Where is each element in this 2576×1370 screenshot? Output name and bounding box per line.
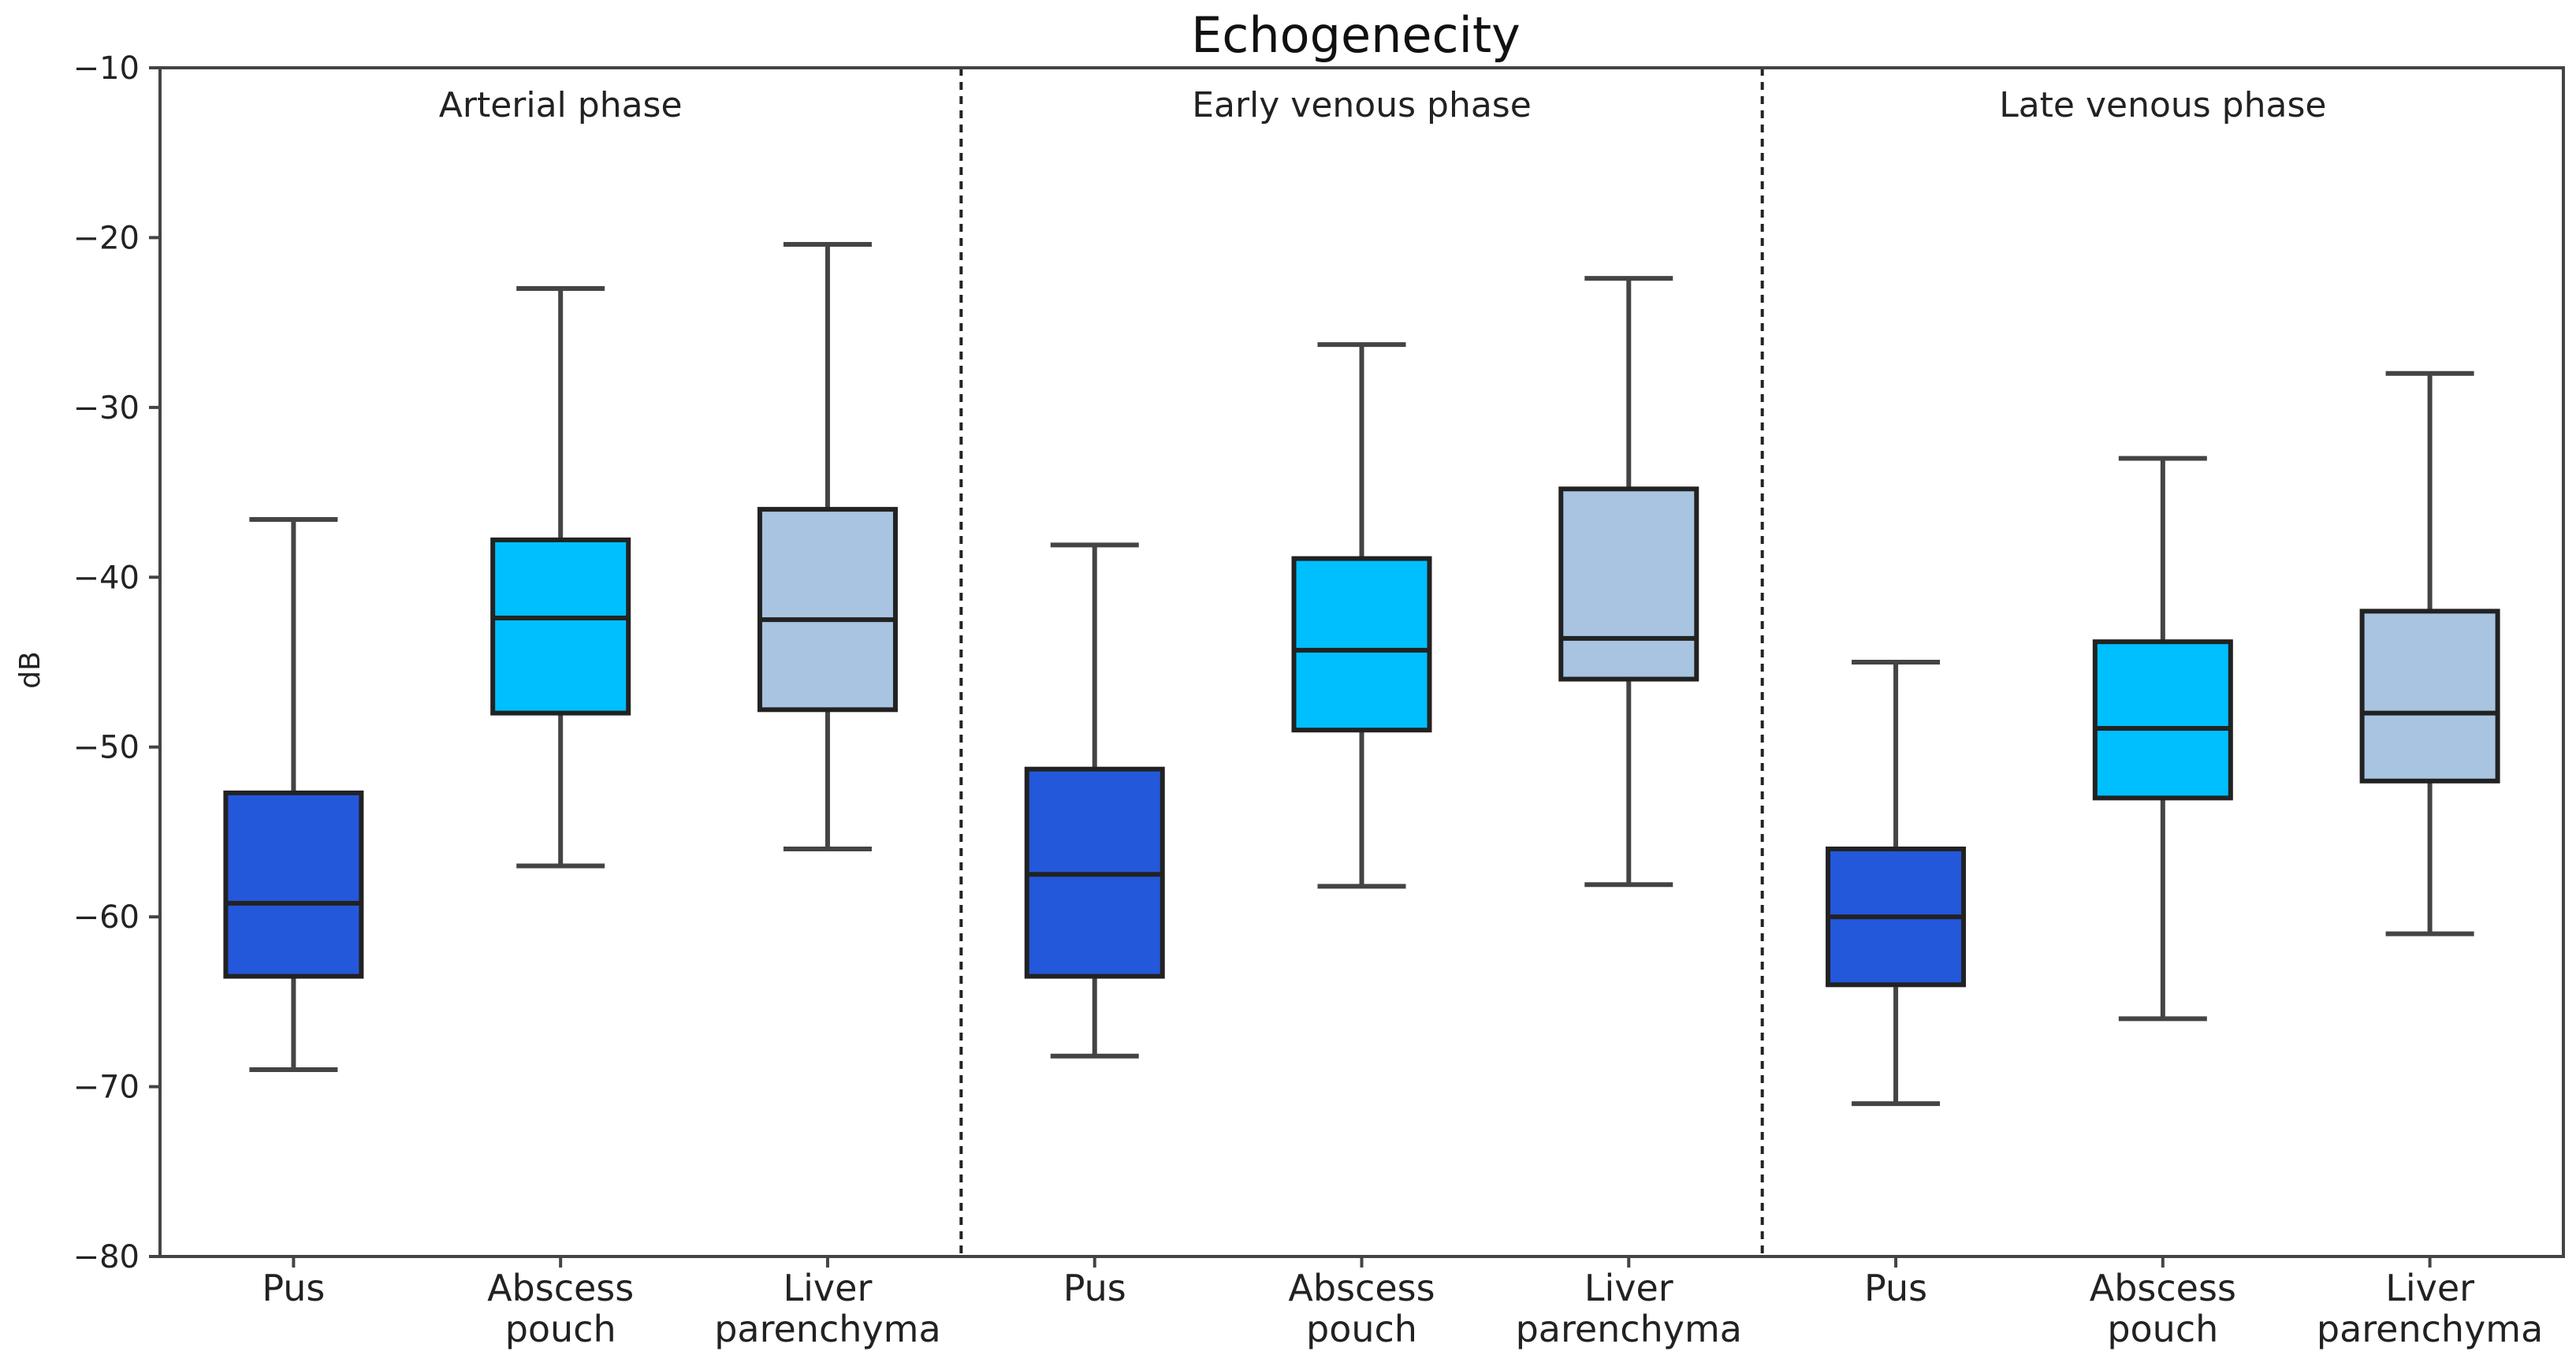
x-tick-label-line: Liver xyxy=(784,1267,873,1309)
iqr-box xyxy=(2359,609,2500,784)
x-tick-label: Liver parenchyma xyxy=(714,1267,940,1350)
x-tick-label-line: Pus xyxy=(1063,1267,1126,1309)
iqr-box xyxy=(1291,556,1432,733)
x-tick-label-line: Liver xyxy=(2385,1267,2474,1309)
x-tick-label: Pus xyxy=(1063,1267,1126,1309)
box-plot-liver-parenchyma xyxy=(2359,370,2500,936)
box-plot-pus xyxy=(1826,660,1967,1107)
x-tick-label-line: Liver xyxy=(1584,1267,1673,1309)
y-tick-label: −30 xyxy=(73,390,140,426)
x-tick-label-line: pouch xyxy=(2107,1308,2218,1350)
box-plot-liver-parenchyma xyxy=(757,242,898,851)
x-tick-label: Liver parenchyma xyxy=(1516,1267,1742,1350)
box-plot-liver-parenchyma xyxy=(1558,276,1699,888)
x-tick-label: Abscess pouch xyxy=(487,1267,634,1350)
y-tick-label: −70 xyxy=(73,1070,140,1106)
iqr-box xyxy=(223,790,364,979)
x-tick-label: Pus xyxy=(262,1267,325,1309)
x-tick-label-line: Pus xyxy=(1864,1267,1927,1309)
iqr-box xyxy=(490,537,631,716)
x-tick-label: Pus xyxy=(1864,1267,1927,1309)
x-tick-label-line: Abscess xyxy=(2090,1267,2236,1309)
x-tick-label: Abscess pouch xyxy=(2090,1267,2236,1350)
y-tick-label: −50 xyxy=(73,730,140,766)
box-plot-pus xyxy=(223,517,364,1073)
x-tick-label-line: parenchyma xyxy=(714,1308,940,1350)
phase-label: Early venous phase xyxy=(1192,85,1532,125)
chart-title: Echogenecity xyxy=(1191,6,1521,64)
iqr-box xyxy=(757,507,898,713)
y-axis-label: dB xyxy=(14,651,47,689)
x-tick-label-line: Pus xyxy=(262,1267,325,1309)
x-tick-label-line: parenchyma xyxy=(2317,1308,2543,1350)
iqr-box xyxy=(1558,486,1699,682)
y-tick-label: −60 xyxy=(73,899,140,936)
box-plot-abscess-pouch xyxy=(1291,342,1432,889)
box-plot-pus xyxy=(1024,542,1165,1059)
box-plot-abscess-pouch xyxy=(490,286,631,869)
x-tick-label: Liver parenchyma xyxy=(2317,1267,2543,1350)
x-tick-label: Abscess pouch xyxy=(1288,1267,1435,1350)
y-tick-label: −10 xyxy=(73,50,140,87)
phase-label: Arterial phase xyxy=(439,85,683,125)
x-tick-label-line: parenchyma xyxy=(1516,1308,1742,1350)
box-plot-abscess-pouch xyxy=(2092,456,2233,1022)
y-tick-label: −20 xyxy=(73,220,140,256)
x-tick-label-line: pouch xyxy=(1306,1308,1417,1350)
x-tick-label-line: Abscess xyxy=(1288,1267,1435,1309)
x-tick-label-line: Abscess xyxy=(487,1267,634,1309)
y-tick-label: −40 xyxy=(73,560,140,596)
phase-label: Late venous phase xyxy=(1999,85,2326,125)
plot-area: Arterial phase Early venous phase Late ven… xyxy=(223,68,2500,1256)
x-tick-label-line: pouch xyxy=(505,1308,616,1350)
y-tick-label: −80 xyxy=(73,1239,140,1275)
iqr-box xyxy=(2092,639,2233,801)
